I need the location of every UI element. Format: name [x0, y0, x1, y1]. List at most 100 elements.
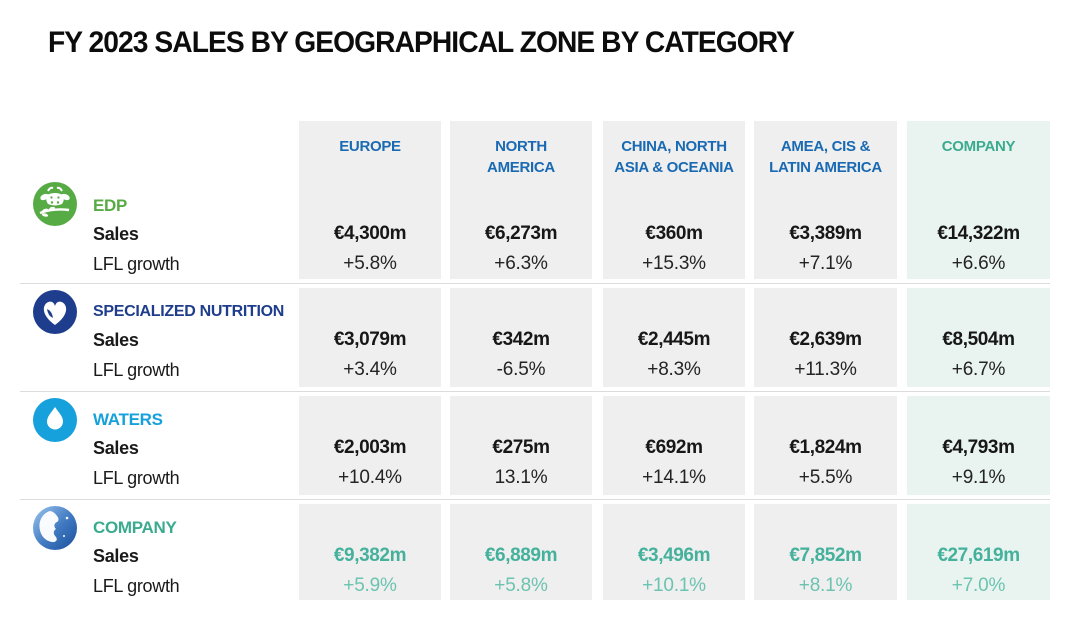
- growth-value: +6.6%: [951, 253, 1006, 274]
- growth-value: -6.5%: [496, 359, 546, 380]
- growth-value: +3.4%: [343, 359, 397, 380]
- sales-value: €2,003m: [333, 437, 407, 458]
- row-divider: [20, 387, 1050, 396]
- sales-value: €27,619m: [937, 545, 1020, 566]
- sales-value: €6,889m: [484, 545, 558, 566]
- growth-value: +15.3%: [642, 253, 706, 274]
- category-name-waters: WATERS: [93, 410, 163, 429]
- sales-value: €2,639m: [789, 329, 862, 350]
- row-label-specialized-nutrition: SPECIALIZED NUTRITION Sales LFL growth: [20, 287, 299, 395]
- lfl-growth-label: LFL growth: [93, 467, 180, 488]
- growth-value: +8.1%: [798, 575, 853, 596]
- growth-value: +6.7%: [951, 359, 1006, 380]
- cell-waters-company: €4,793m +9.1%: [907, 395, 1050, 503]
- growth-value: +11.3%: [794, 359, 857, 380]
- cell-edp-company: €14,322m +6.6%: [907, 191, 1050, 287]
- growth-value: +5.9%: [343, 575, 397, 596]
- row-divider: [20, 495, 1050, 504]
- cell-waters-north-america: €275m 13.1%: [450, 395, 592, 503]
- cell-waters-china: €692m +14.1%: [603, 395, 745, 503]
- cell-waters-amea: €1,824m +5.5%: [754, 395, 897, 503]
- sales-value: €3,496m: [637, 545, 711, 566]
- col-header-line: CHINA, NORTH: [621, 138, 727, 155]
- cell-sn-north-america: €342m -6.5%: [450, 287, 592, 395]
- row-label-company: COMPANY Sales LFL growth: [20, 503, 299, 600]
- column-bg-amea: [754, 121, 897, 600]
- growth-value: +5.8%: [343, 253, 397, 274]
- sales-value: €275m: [492, 437, 550, 458]
- cell-company-company: €27,619m +7.0%: [907, 503, 1050, 600]
- category-name-company: COMPANY: [93, 518, 177, 537]
- col-header-amea-cis-latin-america: AMEA, CIS & LATIN AMERICA: [754, 121, 897, 191]
- col-header-line: LATIN AMERICA: [769, 159, 882, 176]
- sales-label: Sales: [93, 545, 139, 566]
- cell-edp-europe: €4,300m +5.8%: [299, 191, 441, 287]
- col-header-line: AMEA, CIS &: [780, 138, 871, 155]
- cell-edp-amea: €3,389m +7.1%: [754, 191, 897, 287]
- growth-value: +6.3%: [494, 253, 548, 274]
- sales-value: €14,322m: [937, 223, 1020, 244]
- row-label-waters: WATERS Sales LFL growth: [20, 395, 299, 503]
- sales-value: €692m: [645, 437, 703, 458]
- sales-value: €2,445m: [637, 329, 711, 350]
- globe-face-icon: [33, 506, 77, 550]
- growth-value: 13.1%: [494, 467, 548, 488]
- col-header-line: COMPANY: [941, 138, 1016, 155]
- col-header-line: AMERICA: [487, 159, 555, 176]
- sales-value: €1,824m: [789, 437, 862, 458]
- growth-value: +9.1%: [951, 467, 1006, 488]
- sales-value: €4,300m: [333, 223, 407, 244]
- sales-value: €8,504m: [942, 329, 1015, 350]
- sales-label: Sales: [93, 329, 139, 350]
- growth-value: +5.5%: [798, 467, 853, 488]
- growth-value: +10.1%: [642, 575, 706, 596]
- row-label-edp: EDP Sales LFL growth: [20, 182, 299, 287]
- sales-label: Sales: [93, 223, 139, 244]
- col-header-line: EUROPE: [339, 138, 401, 155]
- category-name-edp: EDP: [93, 196, 128, 215]
- sales-value: €9,382m: [333, 545, 407, 566]
- sales-label: Sales: [93, 437, 139, 458]
- growth-value: +8.3%: [647, 359, 701, 380]
- cow-leaf-icon: [33, 182, 77, 226]
- col-header-europe: EUROPE: [299, 121, 441, 191]
- column-bg-europe: [299, 121, 441, 600]
- col-header-company: COMPANY: [907, 121, 1050, 191]
- sales-value: €6,273m: [484, 223, 558, 244]
- sales-value: €7,852m: [789, 545, 862, 566]
- col-header-china-north-asia-oceania: CHINA, NORTH ASIA & OCEANIA: [603, 121, 745, 191]
- page-title: FY 2023 SALES BY GEOGRAPHICAL ZONE BY CA…: [48, 26, 795, 59]
- cell-edp-china: €360m +15.3%: [603, 191, 745, 287]
- column-bg-company: [907, 121, 1050, 600]
- water-drop-icon: [33, 398, 77, 442]
- sales-value: €342m: [492, 329, 550, 350]
- growth-value: +7.0%: [951, 575, 1006, 596]
- lfl-growth-label: LFL growth: [93, 575, 180, 596]
- col-header-line: ASIA & OCEANIA: [614, 159, 734, 176]
- sales-value: €360m: [645, 223, 703, 244]
- cell-sn-amea: €2,639m +11.3%: [754, 287, 897, 395]
- column-bg-north-america: [450, 121, 592, 600]
- lfl-growth-label: LFL growth: [93, 359, 180, 380]
- sales-value: €3,079m: [333, 329, 407, 350]
- cell-company-europe: €9,382m +5.9%: [299, 503, 441, 600]
- growth-value: +10.4%: [338, 467, 402, 488]
- growth-value: +7.1%: [798, 253, 853, 274]
- cell-sn-company: €8,504m +6.7%: [907, 287, 1050, 395]
- col-header-line: NORTH: [495, 138, 547, 155]
- cell-sn-china: €2,445m +8.3%: [603, 287, 745, 395]
- sales-value: €3,389m: [789, 223, 862, 244]
- growth-value: +5.8%: [494, 575, 548, 596]
- sales-value: €4,793m: [942, 437, 1015, 458]
- cell-company-amea: €7,852m +8.1%: [754, 503, 897, 600]
- col-header-north-america: NORTH AMERICA: [450, 121, 592, 191]
- growth-value: +14.1%: [642, 467, 706, 488]
- cell-waters-europe: €2,003m +10.4%: [299, 395, 441, 503]
- category-name-specialized-nutrition: SPECIALIZED NUTRITION: [93, 303, 285, 320]
- cell-edp-north-america: €6,273m +6.3%: [450, 191, 592, 287]
- cell-company-china: €3,496m +10.1%: [603, 503, 745, 600]
- row-divider: [20, 279, 1050, 288]
- cell-sn-europe: €3,079m +3.4%: [299, 287, 441, 395]
- heart-hand-icon: [33, 290, 77, 334]
